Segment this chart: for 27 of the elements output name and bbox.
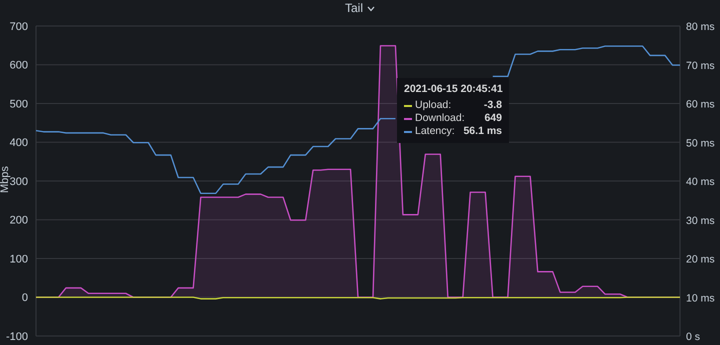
y-tick-label: 100	[10, 253, 28, 266]
annotation: 56.1 ms	[463, 125, 502, 138]
annotation: 649	[484, 112, 502, 125]
y2-tick-label: 60 ms	[686, 98, 715, 110]
y2-tick-label: 0 s	[686, 331, 700, 343]
annotation: 2021-06-15 20:45:41	[404, 83, 503, 96]
legend-label: Latency:	[415, 125, 456, 138]
y2-tick-label: 70 ms	[686, 60, 715, 72]
y-tick-label: 0	[22, 292, 28, 304]
y-tick-label: 200	[10, 214, 28, 227]
y2-tick-label: 50 ms	[686, 137, 715, 150]
annotation: -3.8	[484, 99, 502, 112]
y2-tick-label: 30 ms	[686, 214, 715, 227]
y2-tick-label: 40 ms	[686, 176, 715, 188]
y-tick-label: 600	[10, 60, 28, 72]
y2-tick-label: 20 ms	[686, 254, 715, 266]
legend-label: Upload:	[415, 99, 452, 112]
y2-tick-label: 80 ms	[686, 21, 715, 33]
legend-label: Download:	[415, 112, 466, 125]
y-tick-label: 500	[10, 98, 28, 110]
y2-tick-label: 10 ms	[686, 292, 715, 304]
y-axis-title: Mbps	[0, 166, 11, 193]
y-tick-label: 400	[10, 137, 28, 150]
y-tick-label: -100	[6, 330, 28, 343]
chart-title: Tail	[344, 1, 363, 15]
y-tick-label: 300	[10, 176, 28, 188]
y-tick-label: 700	[10, 20, 28, 33]
